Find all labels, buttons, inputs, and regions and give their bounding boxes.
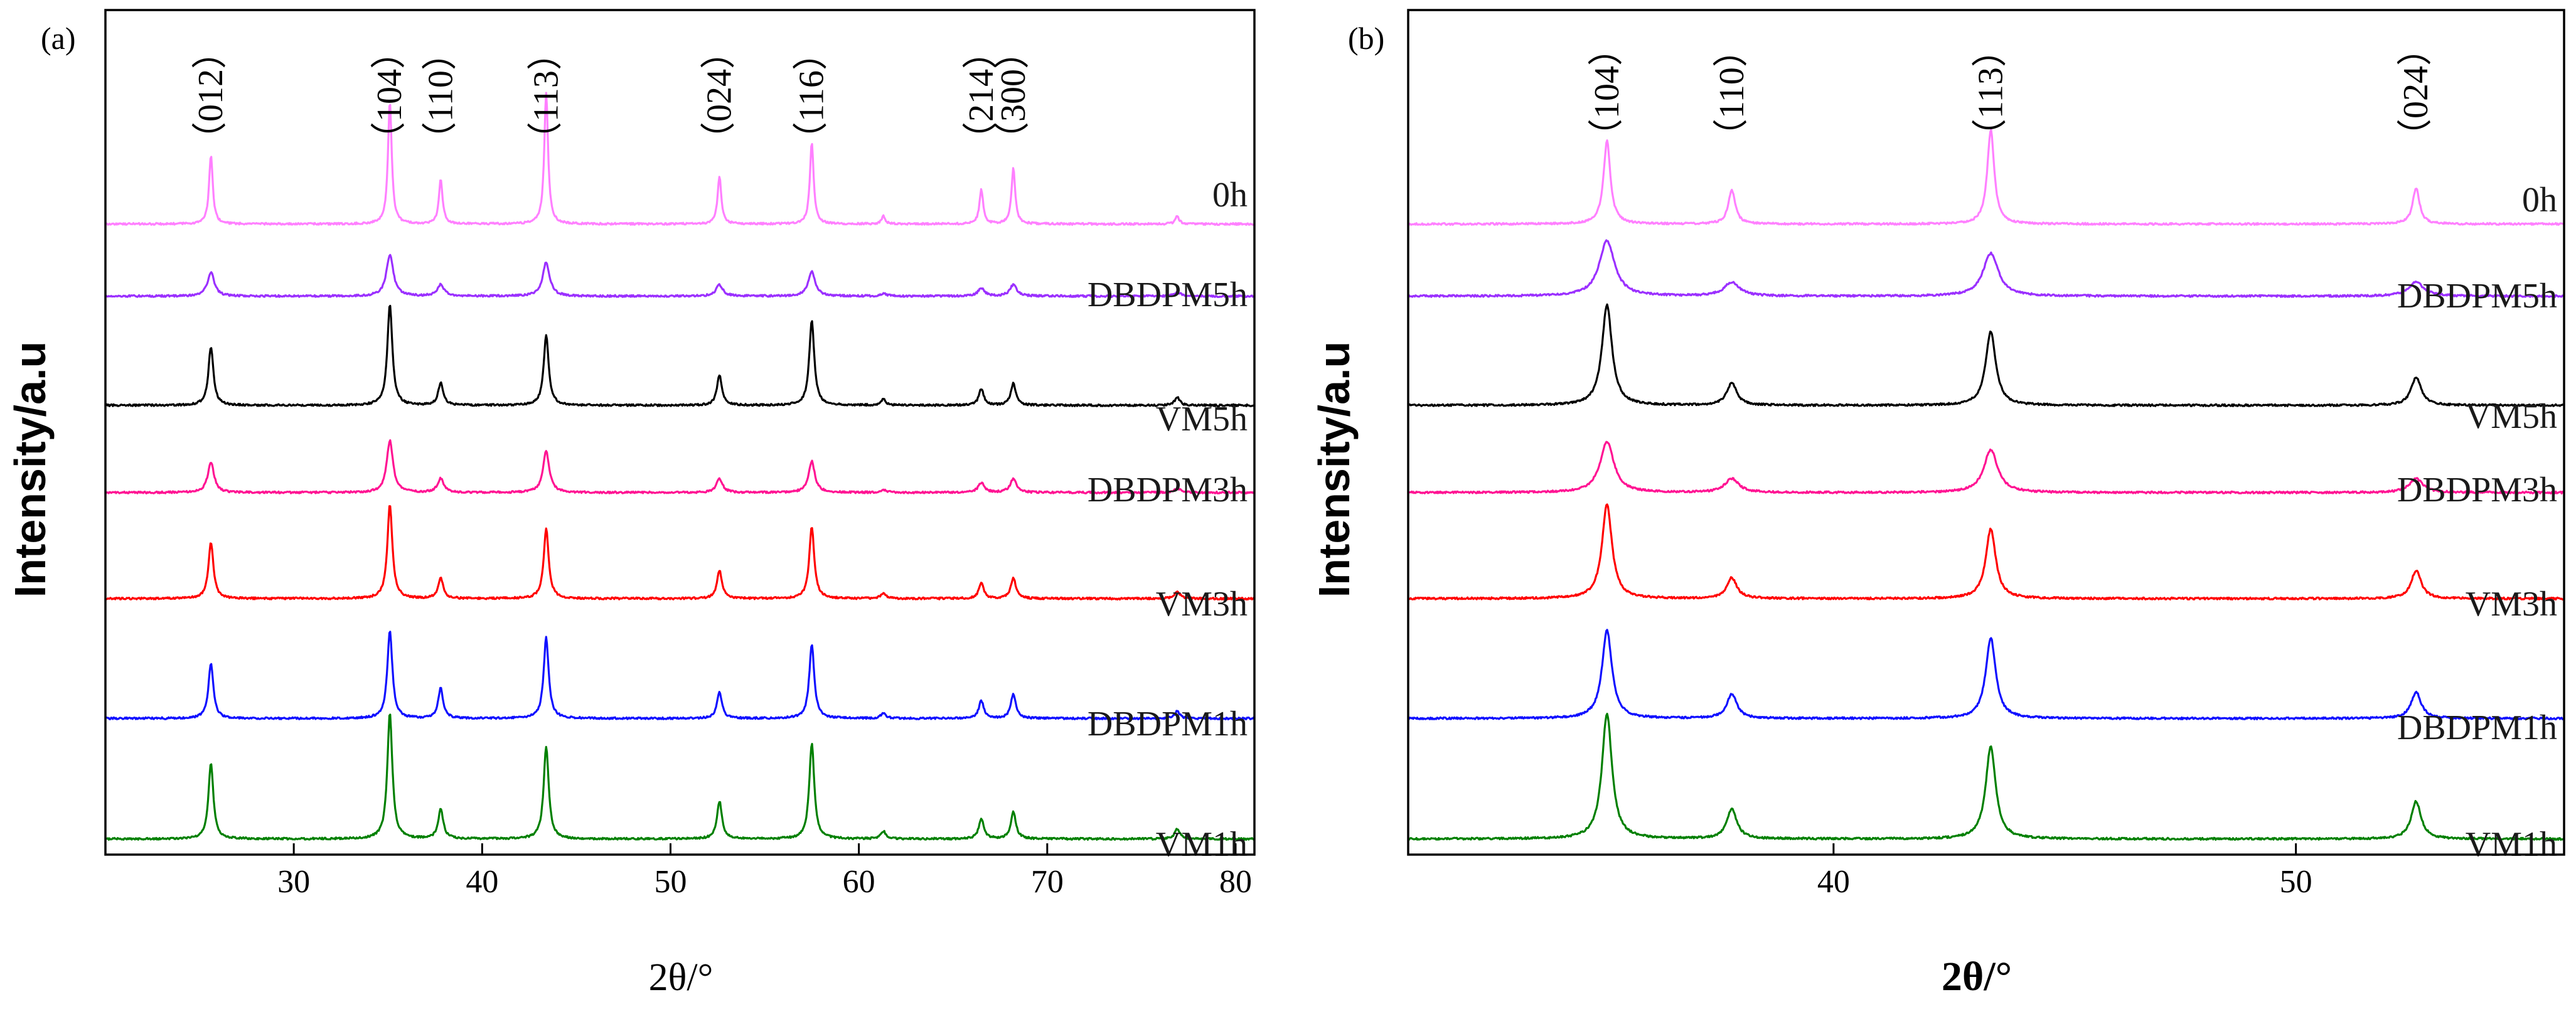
series-label-dbdpm1h: DBDPM1h bbox=[2397, 708, 2557, 747]
panel-a-plot-frame bbox=[104, 9, 1256, 856]
series-label-vm1h: VM1h bbox=[2466, 825, 2557, 864]
series-line-0h bbox=[1408, 129, 2565, 226]
panel-b-series-labels: 0h DBDPM5h VM5h DBDPM3h VM3h DBDPM1h VM1h bbox=[2397, 181, 2557, 864]
peak-label-110: （110） bbox=[421, 35, 460, 157]
series-line-dbdpm1h bbox=[104, 631, 1256, 721]
panel-a: (a) Intensity/a.u 2θ/° 0h DBDPM5h VM5h DBDP… bbox=[6, 9, 1256, 999]
peak-label-024: （024） bbox=[2397, 31, 2435, 154]
panel-b-x-axis: 40 50 bbox=[1817, 843, 2312, 900]
panel-b-y-axis-label: Intensity/a.u bbox=[1310, 341, 1359, 597]
series-label-vm3h: VM3h bbox=[1156, 585, 1248, 624]
x-tick-label: 40 bbox=[1817, 864, 1850, 900]
x-tick-label: 60 bbox=[843, 864, 875, 900]
peak-label-024: （024） bbox=[700, 34, 739, 157]
panel-a-series-labels: 0h DBDPM5h VM5h DBDPM3h VM3h DBDPM1h VM1h bbox=[1088, 176, 1248, 864]
peak-label-012: （012） bbox=[191, 34, 230, 157]
x-tick-label: 80 bbox=[1219, 864, 1252, 900]
panel-a-y-axis-label: Intensity/a.u bbox=[6, 341, 55, 597]
peak-label-104: （104） bbox=[1588, 31, 1627, 154]
peak-label-104: （104） bbox=[370, 34, 409, 157]
series-line-vm3h bbox=[1408, 503, 2565, 601]
peak-label-113: （113） bbox=[1971, 32, 2010, 154]
series-label-0h: 0h bbox=[1212, 176, 1248, 215]
x-tick-label: 70 bbox=[1031, 864, 1064, 900]
series-label-dbdpm5h: DBDPM5h bbox=[2397, 277, 2557, 316]
panel-b-x-axis-label: 2θ/° bbox=[1942, 954, 2012, 1000]
series-label-0h: 0h bbox=[2522, 181, 2557, 220]
panel-b-plot-frame bbox=[1407, 9, 2565, 856]
peak-label-214: （214） bbox=[962, 34, 1001, 157]
x-tick-label: 50 bbox=[2280, 864, 2312, 900]
x-tick-label: 40 bbox=[466, 864, 498, 900]
series-line-dbdpm5h bbox=[104, 253, 1255, 298]
series-label-vm5h: VM5h bbox=[2466, 397, 2557, 436]
series-label-dbdpm3h: DBDPM3h bbox=[1088, 471, 1248, 510]
series-line-vm1h bbox=[1407, 712, 2565, 841]
series-label-vm1h: VM1h bbox=[1156, 825, 1248, 864]
peak-label-110: （110） bbox=[1713, 32, 1751, 154]
peak-label-116: （116） bbox=[793, 35, 831, 157]
series-line-vm5h bbox=[105, 304, 1255, 408]
panel-b: (b) Intensity/a.u 2θ/° 0h DBDPM5h VM5h DBDP… bbox=[1310, 9, 2565, 1000]
series-line-0h bbox=[104, 92, 1255, 226]
panel-b-peak-labels: （104） （110） （113） （024） bbox=[1588, 31, 2435, 154]
panel-a-letter: (a) bbox=[41, 21, 76, 56]
x-tick-label: 50 bbox=[654, 864, 687, 900]
series-line-dbdpm5h bbox=[1407, 239, 2565, 298]
series-line-vm3h bbox=[105, 505, 1256, 601]
panel-b-letter: (b) bbox=[1348, 21, 1384, 56]
panel-a-peak-labels: （012） （104） （110） （113） （024） （116） （214）（300） bbox=[191, 34, 1033, 157]
panel-a-x-axis: 30 40 50 60 70 80 bbox=[277, 843, 1252, 900]
series-line-dbdpm3h bbox=[105, 439, 1255, 495]
series-line-dbdpm3h bbox=[1408, 440, 2565, 495]
series-label-vm5h: VM5h bbox=[1156, 400, 1248, 439]
series-label-vm3h: VM3h bbox=[2466, 585, 2557, 624]
series-label-dbdpm3h: DBDPM3h bbox=[2397, 471, 2557, 510]
series-line-dbdpm1h bbox=[1408, 629, 2565, 721]
series-line-vm1h bbox=[105, 713, 1256, 841]
peak-label-113: （113） bbox=[526, 35, 565, 157]
panel-a-x-axis-label: 2θ/° bbox=[649, 956, 713, 999]
x-tick-label: 30 bbox=[277, 864, 310, 900]
peak-label-300: （300） bbox=[994, 34, 1033, 157]
series-label-dbdpm1h: DBDPM1h bbox=[1088, 705, 1248, 744]
panel-b-traces bbox=[1407, 129, 2565, 841]
series-line-vm5h bbox=[1407, 303, 2565, 407]
panel-a-traces bbox=[104, 92, 1256, 841]
series-label-dbdpm5h: DBDPM5h bbox=[1088, 275, 1248, 314]
